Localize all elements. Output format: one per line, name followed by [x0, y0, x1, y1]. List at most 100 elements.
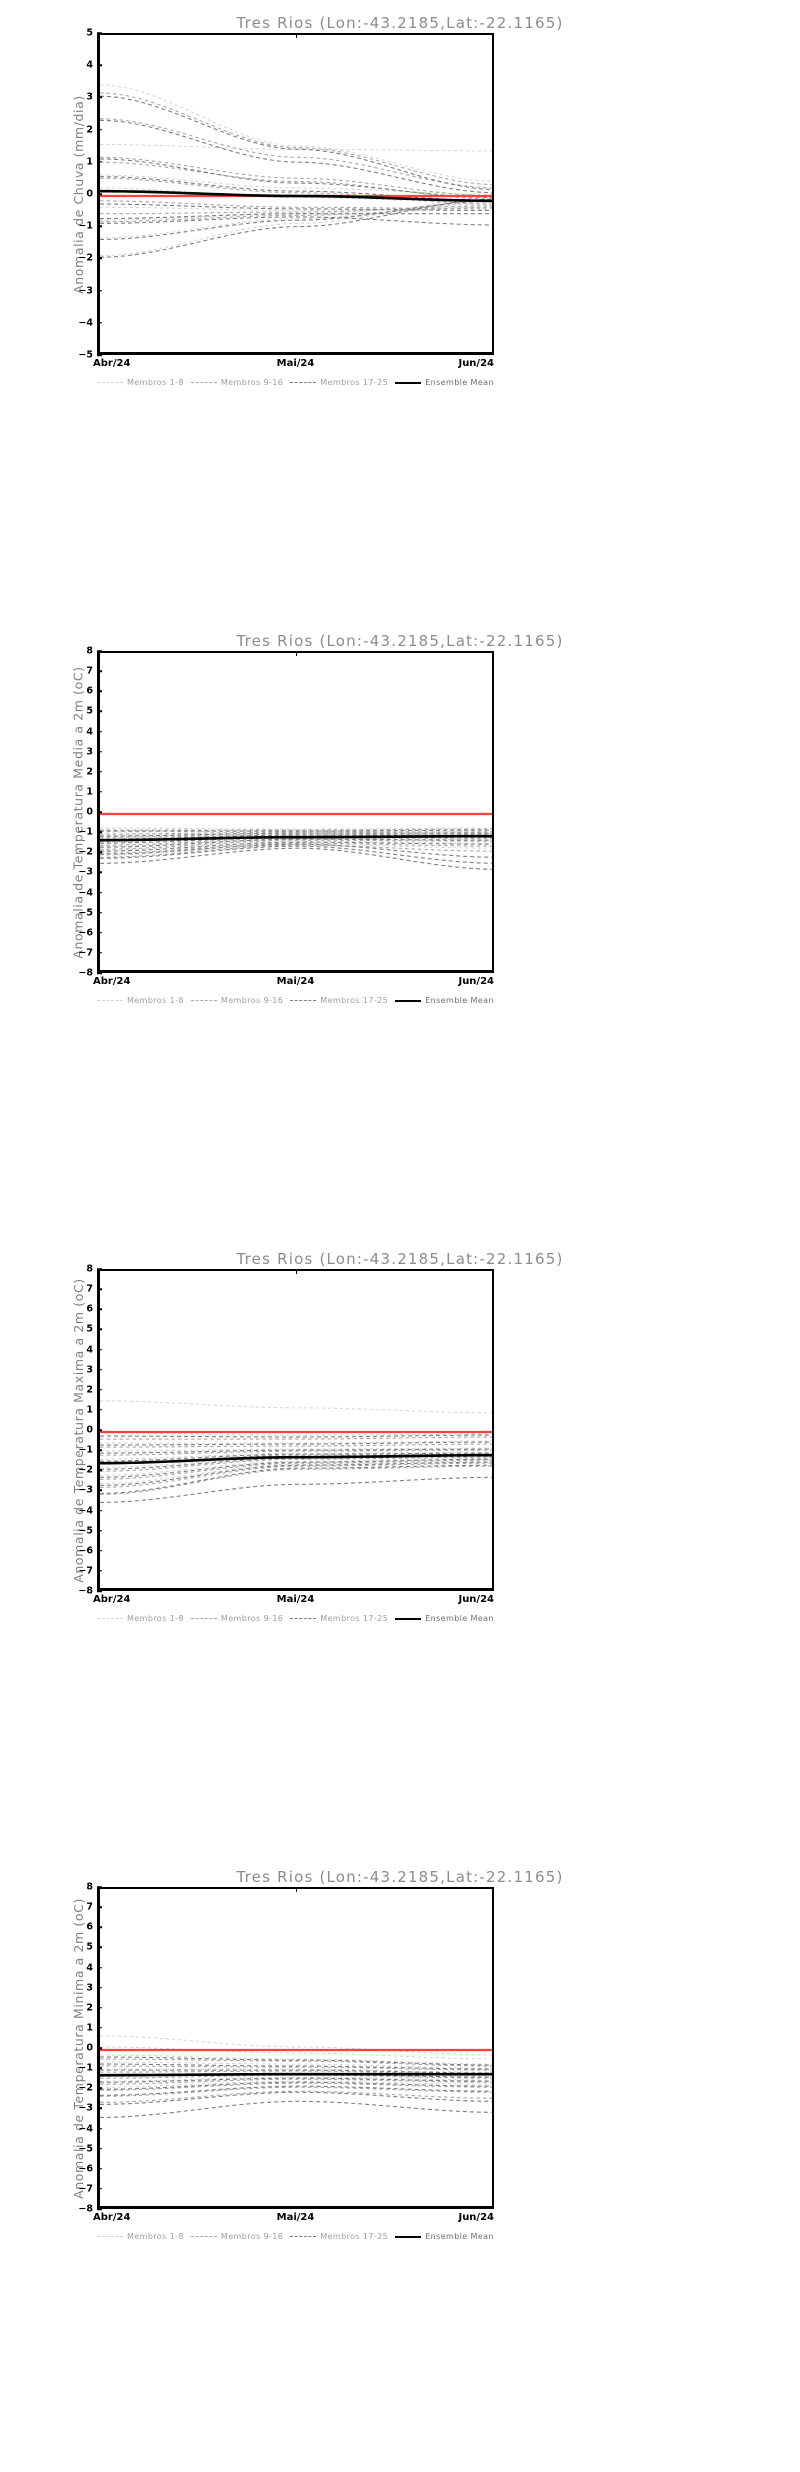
legend-label: Membros 17-25	[320, 2232, 389, 2241]
y-tick-label: −4	[78, 317, 93, 329]
x-tick-mark	[295, 651, 297, 656]
member-line	[100, 2085, 492, 2096]
legend-item[interactable]: Membros 9-16	[190, 1614, 283, 1623]
legend-label: Ensemble Mean	[425, 378, 494, 387]
legend-item[interactable]: Membros 17-25	[290, 1614, 388, 1623]
member-line	[100, 156, 492, 197]
member-line	[100, 833, 492, 838]
legend-item[interactable]: Membros 9-16	[190, 2232, 283, 2241]
y-tick-mark	[97, 1348, 102, 1351]
member-line	[100, 2056, 492, 2066]
y-tick-label: 7	[86, 1283, 93, 1295]
member-line	[100, 2082, 492, 2091]
member-line	[100, 2081, 492, 2090]
member-line	[100, 831, 492, 835]
y-tick-mark	[97, 2168, 102, 2170]
legend-label: Ensemble Mean	[425, 2232, 494, 2241]
member-line	[100, 2076, 492, 2082]
x-tick-mark	[295, 1887, 297, 1892]
member-line	[100, 206, 492, 211]
y-tick-label: 5	[86, 27, 93, 39]
y-tick-mark	[97, 891, 102, 894]
y-tick-mark	[97, 851, 102, 853]
member-line	[100, 1451, 492, 1460]
y-tick-label: 3	[86, 1982, 93, 1994]
legend-item[interactable]: Membros 1-8	[97, 378, 184, 387]
legend-item[interactable]: Membros 1-8	[97, 2232, 184, 2241]
member-line	[100, 1436, 492, 1440]
legend-item[interactable]: Ensemble Mean	[395, 378, 494, 387]
y-tick-mark	[97, 1886, 102, 1888]
member-line	[100, 1447, 492, 1452]
chart-panel-1: Tres Rios (Lon:-43.2185,Lat:-22.1165) Ano…	[0, 0, 800, 618]
y-tick-label: 2	[86, 766, 93, 778]
x-tick-label: Abr/24	[93, 1594, 131, 1605]
member-line	[100, 2074, 492, 2079]
legend-swatch-icon	[395, 1617, 422, 1620]
member-line	[100, 1461, 492, 1486]
legend-label: Membros 1-8	[127, 378, 184, 387]
ensemble-mean-line	[100, 2072, 492, 2077]
member-line	[100, 200, 492, 210]
legend-item[interactable]: Membros 17-25	[290, 996, 388, 1005]
y-tick-mark	[97, 771, 102, 773]
legend-item[interactable]: Membros 17-25	[290, 2232, 388, 2241]
y-tick-mark	[97, 911, 102, 914]
legend-item[interactable]: Ensemble Mean	[395, 1614, 494, 1623]
legend-item[interactable]: Ensemble Mean	[395, 996, 494, 1005]
y-axis-label-text: Anomalia de Temperatura Maxima a 2m (oC)	[70, 1277, 86, 1583]
y-tick-label: 2	[86, 1384, 93, 1396]
legend-item[interactable]: Membros 1-8	[97, 996, 184, 1005]
legend-label: Ensemble Mean	[425, 996, 494, 1005]
legend-item[interactable]: Ensemble Mean	[395, 2232, 494, 2241]
y-tick-mark	[97, 1268, 102, 1270]
member-line	[100, 118, 492, 189]
member-line	[100, 1449, 492, 1456]
y-tick-mark	[97, 1550, 102, 1552]
member-line	[100, 838, 492, 848]
y-tick-label: −1	[78, 220, 93, 232]
member-line	[100, 84, 492, 182]
legend-item[interactable]: Membros 17-25	[290, 378, 388, 387]
member-line	[100, 2077, 492, 2083]
y-tick-label: −3	[78, 2102, 93, 2114]
member-line	[100, 216, 492, 226]
y-tick-label: −4	[78, 2123, 93, 2134]
y-tick-mark	[97, 1906, 102, 1908]
panel-title: Tres Rios (Lon:-43.2185,Lat:-22.1165)	[236, 1868, 564, 1886]
member-line	[100, 2054, 492, 2065]
legend-item[interactable]: Membros 1-8	[97, 1614, 184, 1623]
y-tick-mark	[97, 1489, 102, 1492]
member-line	[100, 840, 492, 851]
y-tick-label: −1	[78, 2062, 93, 2074]
legend-item[interactable]: Membros 9-16	[190, 378, 283, 387]
member-line	[100, 2068, 492, 2073]
y-tick-mark	[97, 710, 102, 713]
legend-swatch-icon	[290, 2236, 317, 2237]
y-tick-mark	[97, 1288, 102, 1290]
y-tick-label: 4	[86, 1344, 93, 1355]
panel-title: Tres Rios (Lon:-43.2185,Lat:-22.1165)	[236, 632, 564, 650]
legend-swatch-icon	[395, 381, 422, 384]
y-tick-label: 6	[86, 1921, 93, 1933]
member-line	[100, 213, 492, 220]
y-tick-mark	[97, 1509, 102, 1512]
x-tick-label: Jun/24	[458, 2212, 494, 2223]
member-line	[100, 1441, 492, 1446]
y-tick-mark	[97, 257, 102, 260]
legend-swatch-icon	[290, 1000, 317, 1001]
member-line	[100, 1462, 492, 1488]
member-line	[100, 2078, 492, 2085]
member-line	[100, 1432, 492, 1436]
y-tick-label: 0	[86, 1424, 93, 1436]
member-line	[100, 161, 492, 200]
legend-swatch-icon	[97, 1000, 123, 1001]
x-tick-label: Mai/24	[276, 358, 315, 369]
member-line	[100, 844, 492, 858]
legend-item[interactable]: Membros 9-16	[190, 996, 283, 1005]
y-tick-mark	[97, 1449, 102, 1451]
y-tick-mark	[97, 1409, 102, 1411]
member-line	[100, 1448, 492, 1454]
y-tick-label: −2	[78, 846, 93, 858]
member-line	[100, 2070, 492, 2075]
